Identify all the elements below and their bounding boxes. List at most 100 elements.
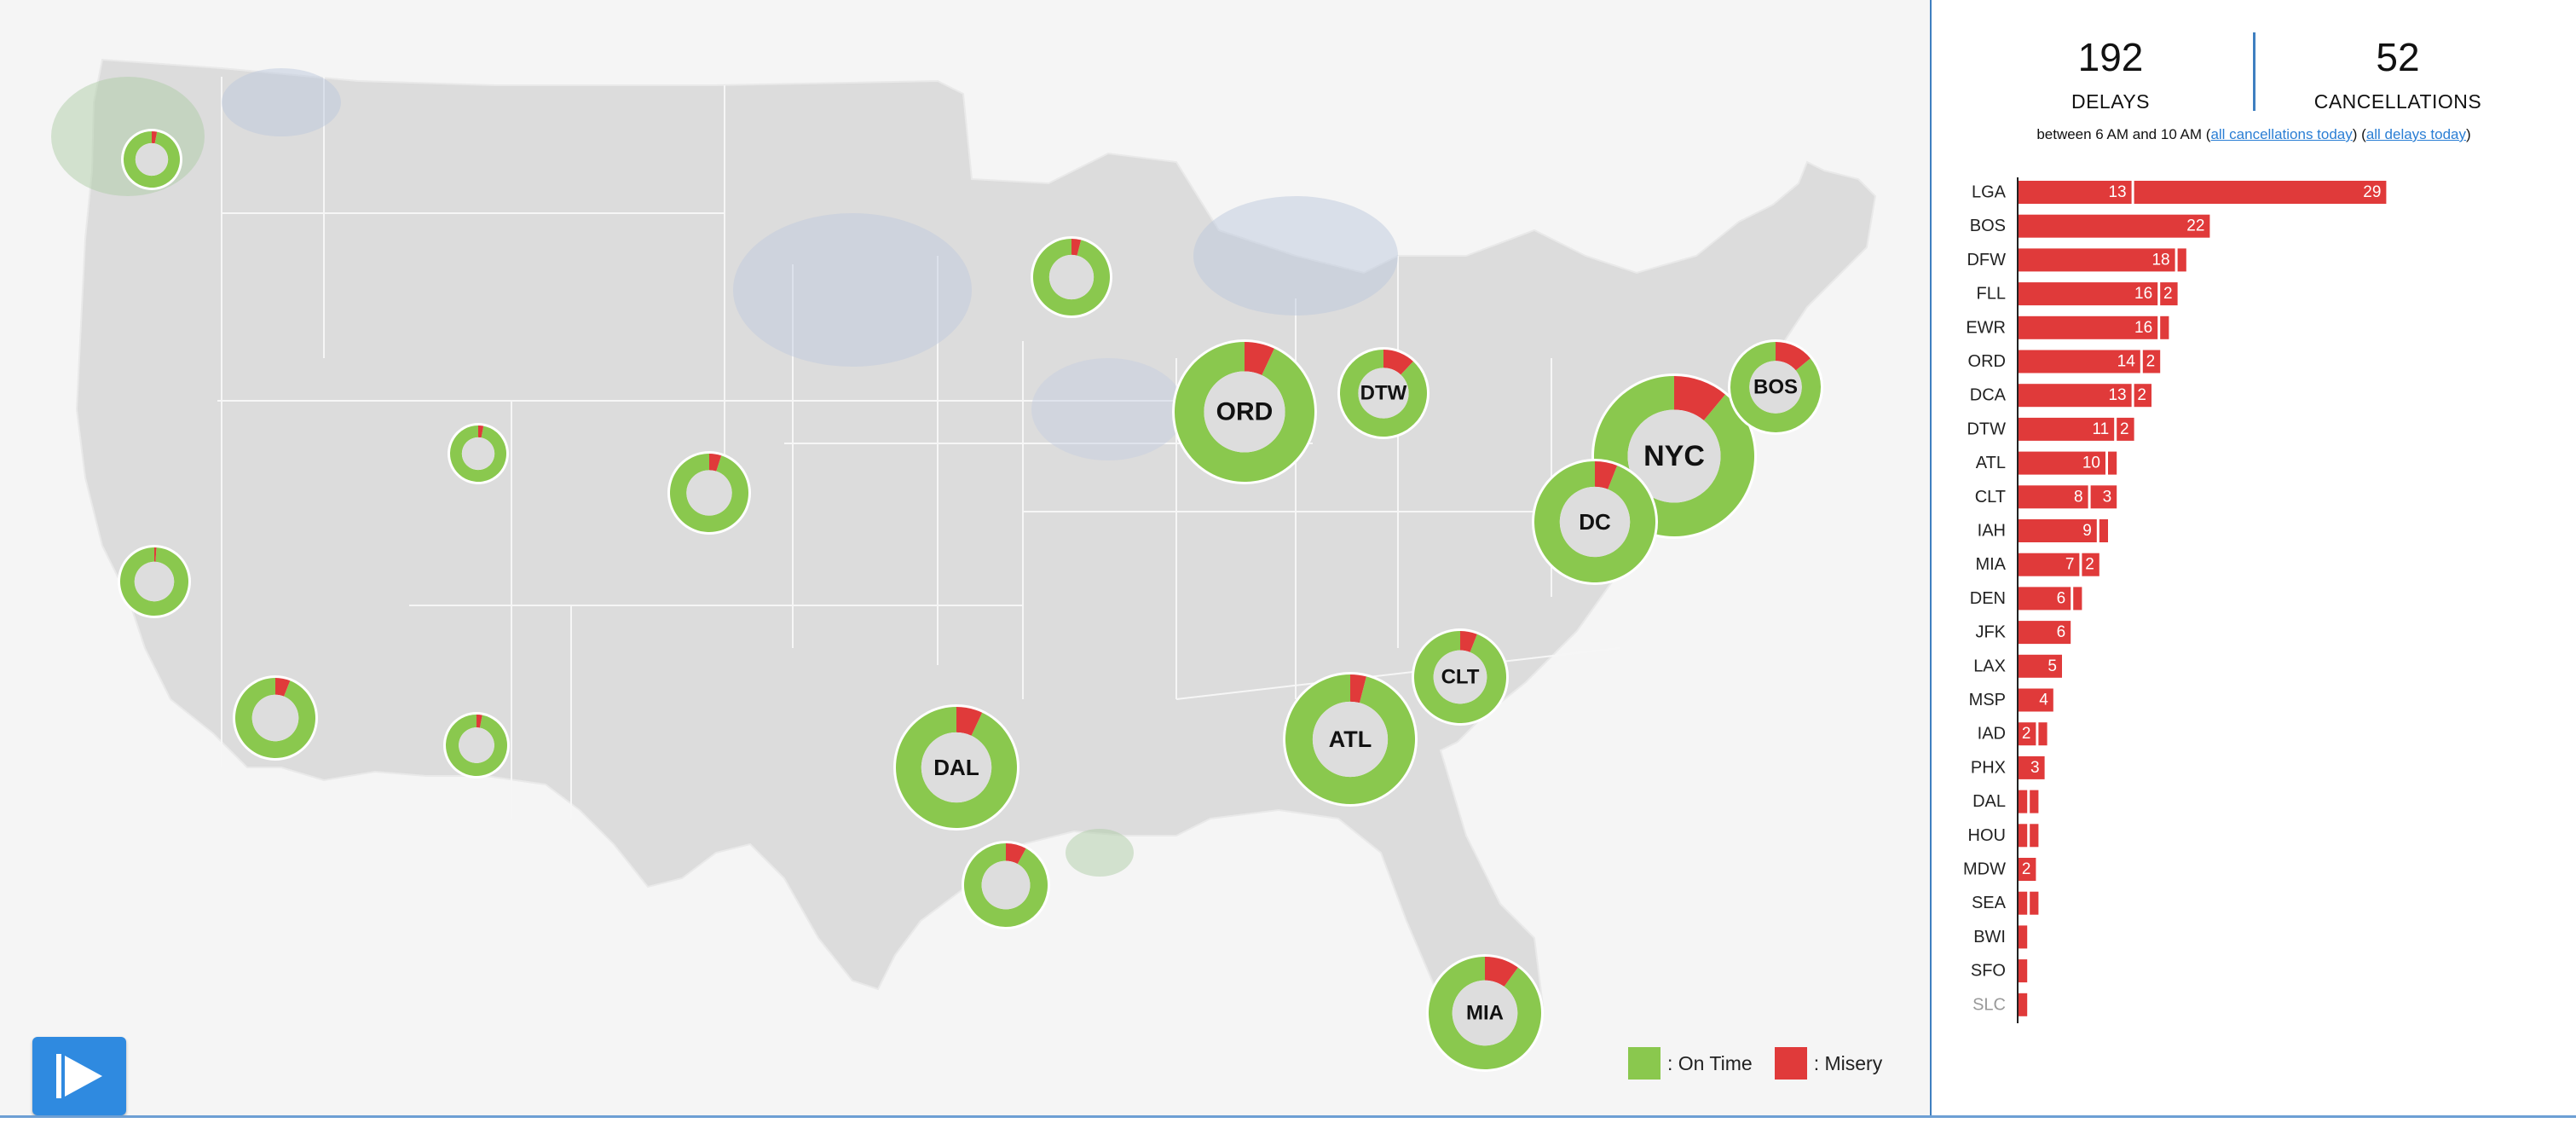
airport-label-slc: SLC [1972,995,2006,1014]
bar-value-label: 6 [2057,623,2066,641]
bar-bwi-seg1 [2019,925,2028,949]
map-panel[interactable]: ORD DTW NYC BOS DC CLT ATL DAL MIA : On Time : M… [0,0,1930,1117]
bar-value-label: 2 [2022,860,2031,878]
bar-dca-seg2 [2134,384,2151,408]
hub-donut[interactable] [667,451,751,535]
hub-donut[interactable] [962,841,1050,929]
bar-ord-seg2 [2142,350,2161,373]
bar-ord-seg1 [2019,350,2140,373]
us-map[interactable]: ORD DTW NYC BOS DC CLT ATL DAL MIA [0,0,1930,1117]
bar-lga-seg1 [2019,181,2132,204]
bar-value-label: 29 [2363,183,2381,201]
hub-donut[interactable] [448,423,509,484]
cancellations-label: CANCELLATIONS [2313,90,2482,113]
on-time-label: : On Time [1667,1051,1753,1074]
bar-iad-seg2 [2038,722,2048,746]
bar-sea-seg1 [2019,891,2028,915]
hub-label: CLT [1441,666,1480,689]
hub-center [459,727,494,763]
misery-arc [1006,843,1026,865]
bar-sfo-seg1 [2019,959,2028,983]
airport-label-sea: SEA [1972,894,2007,912]
bar-value-label: 4 [2039,692,2048,709]
bar-lga-seg2 [2134,181,2387,204]
hub-center [1627,409,1721,503]
hub-donut-clt[interactable]: CLT [1412,628,1509,726]
all-cancellations-link[interactable]: all cancellations today [2210,126,2353,142]
misery-arc [275,678,291,697]
hub-center [1559,486,1631,558]
bar-mdw-seg1 [2019,858,2036,881]
airport-label-ewr: EWR [1966,318,2006,337]
bar-value-label: 3 [2103,488,2112,506]
hub-center [251,694,299,742]
cancellations-stat: 52 CANCELLATIONS [2270,32,2526,113]
on-time-arc [1174,342,1314,482]
misery-arc [1350,674,1366,703]
hub-donut[interactable] [233,675,318,761]
bar-clt-seg1 [2019,485,2088,509]
hub-label: DTW [1360,382,1407,405]
bar-mia-seg2 [2082,553,2099,576]
on-time-arc [450,425,507,483]
all-delays-link[interactable]: all delays today [2365,126,2466,142]
delays-count: 192 [2077,35,2144,79]
bar-sea-seg2 [2030,891,2039,915]
bar-dfw-seg1 [2019,248,2175,272]
bar-atl-seg1 [2019,451,2105,475]
hub-center [134,561,175,602]
airport-label-sfo: SFO [1971,962,2006,981]
subline-mid: ) ( [2352,126,2366,142]
bar-value-label: 10 [2082,454,2100,472]
airport-label-bos: BOS [1970,217,2006,235]
play-icon [56,1054,102,1098]
bar-value-label: 6 [2057,589,2066,607]
on-time-arc [1414,631,1507,723]
bar-dal-seg2 [2030,790,2039,813]
hub-donut-dc[interactable]: DC [1532,459,1658,585]
hub-donut-dtw[interactable]: DTW [1337,347,1430,439]
bar-value-label: 14 [2117,353,2136,371]
misery-arc [1245,342,1274,375]
bar-value-label: 2 [2022,725,2031,743]
airport-label-lga: LGA [1972,183,2007,202]
misery-arc [477,715,482,728]
misery-arc [1595,461,1618,489]
bar-jfk-seg1 [2019,621,2071,645]
misery-arc [956,707,983,736]
hub-center [135,142,169,177]
hub-donut[interactable] [118,545,191,618]
bar-slc-seg1 [2019,993,2028,1016]
bar-iad-seg1 [2019,722,2036,746]
hub-donut[interactable] [1031,236,1112,318]
airport-label-hou: HOU [1968,826,2006,845]
bar-value-label: 16 [2134,319,2152,337]
on-time-arc [1285,674,1415,804]
bar-value-label: 16 [2134,285,2152,303]
hub-donut-atl[interactable]: ATL [1283,672,1418,807]
delays-stat: 192 DELAYS [1983,32,2238,113]
play-button[interactable] [32,1037,126,1115]
airport-label-bwi: BWI [1973,928,2006,946]
airport-label-mia: MIA [1975,555,2006,574]
airport-label-fll: FLL [1977,285,2006,304]
hub-donut-dal[interactable]: DAL [893,704,1019,831]
misery-arc [1071,239,1082,256]
misery-label: : Misery [1813,1051,1883,1074]
misery-arc [152,131,158,144]
misery-arc [154,547,157,562]
time-window-note: between 6 AM and 10 AM (all cancellation… [1932,126,2576,143]
hub-donut-bos[interactable]: BOS [1728,339,1823,435]
on-time-arc [1730,342,1821,433]
hub-donut[interactable] [443,712,510,779]
hub-donut-ord[interactable]: ORD [1172,339,1317,484]
bar-dca-seg1 [2019,384,2132,408]
bar-hou-seg2 [2030,824,2039,848]
misery-arc [1485,957,1518,987]
bar-atl-seg2 [2108,451,2117,475]
subline-suffix: ) [2466,126,2471,142]
hub-donut[interactable] [121,129,182,190]
bar-value-label: 9 [2082,522,2092,540]
bar-msp-seg1 [2019,688,2053,712]
hub-donut-mia[interactable]: MIA [1426,954,1544,1072]
